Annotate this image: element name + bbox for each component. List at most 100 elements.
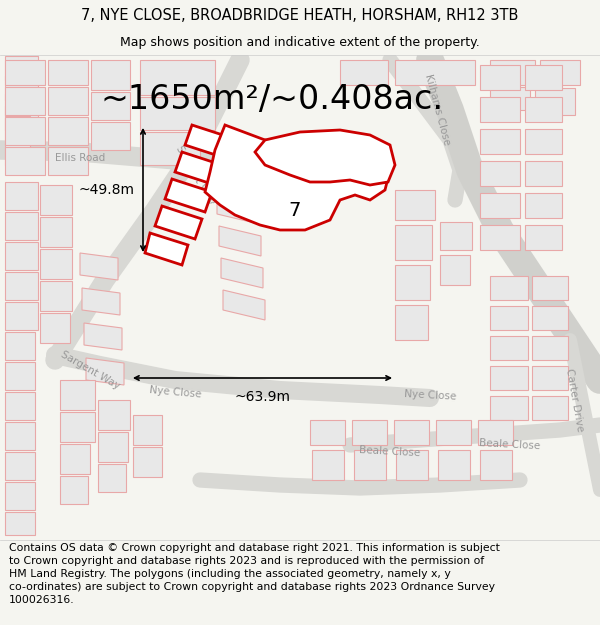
Polygon shape [145,233,188,265]
Polygon shape [525,193,562,218]
Polygon shape [5,392,35,420]
Polygon shape [480,161,520,186]
Polygon shape [440,222,472,250]
Text: ~1650m²/~0.408ac.: ~1650m²/~0.408ac. [100,84,443,116]
Polygon shape [5,87,45,115]
Polygon shape [540,60,580,85]
Polygon shape [436,420,471,445]
Polygon shape [40,313,70,343]
Polygon shape [175,152,222,185]
Text: Beale Close: Beale Close [479,438,541,452]
Polygon shape [340,60,388,85]
Polygon shape [221,258,263,288]
Polygon shape [480,450,512,480]
Polygon shape [60,380,95,410]
Polygon shape [352,420,387,445]
Polygon shape [5,422,35,450]
Polygon shape [5,118,30,140]
Polygon shape [140,60,215,95]
Polygon shape [532,396,568,420]
Polygon shape [5,182,38,210]
Polygon shape [490,366,528,390]
Polygon shape [140,97,215,130]
Polygon shape [525,97,562,122]
Polygon shape [84,323,122,350]
Polygon shape [480,97,520,122]
Polygon shape [91,60,130,90]
Polygon shape [5,302,38,330]
Text: Beale Close: Beale Close [359,446,421,459]
Polygon shape [5,512,35,535]
Polygon shape [525,129,562,154]
Polygon shape [155,206,202,239]
Text: Map shows position and indicative extent of the property.: Map shows position and indicative extent… [120,36,480,49]
Text: Carter Drive: Carter Drive [565,368,586,432]
Polygon shape [490,60,535,85]
Text: Ellis Road: Ellis Road [55,153,105,163]
Polygon shape [5,94,30,116]
Polygon shape [480,129,520,154]
Polygon shape [532,366,568,390]
Polygon shape [185,125,232,158]
Polygon shape [5,242,38,270]
Polygon shape [60,412,95,442]
Text: 7: 7 [289,201,301,219]
Polygon shape [165,179,212,212]
Polygon shape [490,336,528,360]
Polygon shape [48,60,88,85]
Polygon shape [532,306,568,330]
Polygon shape [82,288,120,315]
Polygon shape [440,255,470,285]
Polygon shape [5,56,38,80]
Polygon shape [217,194,259,224]
Polygon shape [91,92,130,120]
Polygon shape [60,476,88,504]
Polygon shape [312,450,344,480]
Polygon shape [40,249,72,279]
Polygon shape [140,132,200,165]
Polygon shape [91,122,130,150]
Polygon shape [219,226,261,256]
Polygon shape [5,332,35,360]
Polygon shape [40,185,72,215]
Polygon shape [60,444,90,474]
Polygon shape [5,482,35,510]
Polygon shape [532,276,568,300]
Polygon shape [478,420,513,445]
Polygon shape [223,290,265,320]
Polygon shape [490,87,530,110]
Text: Contains OS data © Crown copyright and database right 2021. This information is : Contains OS data © Crown copyright and d… [9,542,500,606]
Polygon shape [5,117,45,145]
Polygon shape [395,60,475,85]
Polygon shape [255,130,395,185]
Polygon shape [40,217,72,247]
Polygon shape [5,452,35,480]
Polygon shape [133,415,162,445]
Text: Sargent Way: Sargent Way [174,144,216,206]
Polygon shape [133,447,162,477]
Text: Nye Close: Nye Close [149,385,202,399]
Polygon shape [98,464,126,492]
Text: ~49.8m: ~49.8m [79,183,135,197]
Polygon shape [535,88,575,115]
Polygon shape [480,65,520,90]
Polygon shape [215,162,257,192]
Polygon shape [5,272,38,300]
Polygon shape [40,281,72,311]
Polygon shape [532,336,568,360]
Polygon shape [98,400,130,430]
Polygon shape [525,161,562,186]
Polygon shape [395,265,430,300]
Polygon shape [86,358,124,385]
Polygon shape [5,60,45,85]
Polygon shape [490,306,528,330]
Polygon shape [490,396,528,420]
Polygon shape [480,225,520,250]
Text: 7, NYE CLOSE, BROADBRIDGE HEATH, HORSHAM, RH12 3TB: 7, NYE CLOSE, BROADBRIDGE HEATH, HORSHAM… [82,8,518,23]
Polygon shape [310,420,345,445]
Polygon shape [5,76,38,100]
Polygon shape [5,143,30,165]
Polygon shape [438,450,470,480]
Polygon shape [205,125,390,230]
Polygon shape [98,432,128,462]
